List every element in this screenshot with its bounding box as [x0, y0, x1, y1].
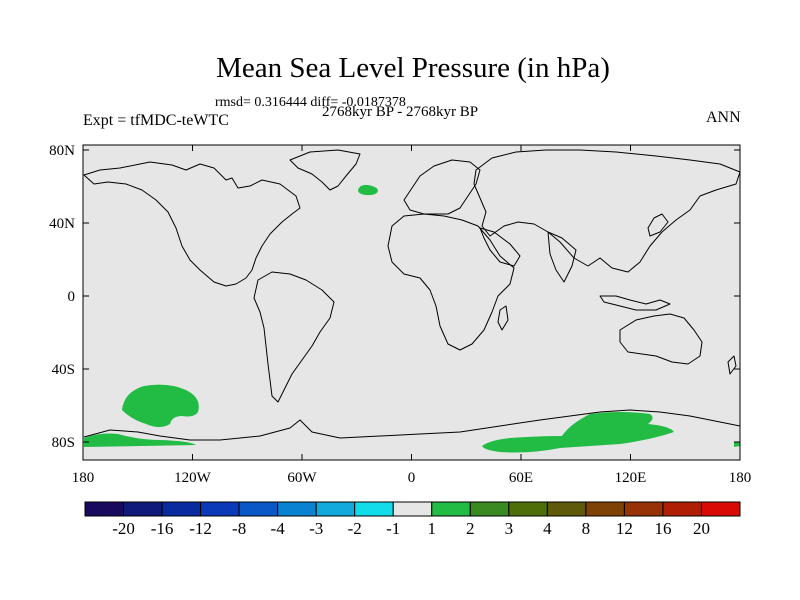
- colorbar-box: [123, 501, 163, 517]
- colorbar-box: [238, 501, 279, 517]
- anomaly-south-pacific: [122, 384, 199, 427]
- colorbar-label: -2: [348, 519, 362, 538]
- lon-label: 120W: [174, 470, 212, 486]
- coast-japan: [647, 213, 669, 237]
- colorbar-label: -20: [112, 519, 135, 538]
- anomaly-dateline-edge: [734, 441, 740, 447]
- coast-madagascar: [497, 305, 509, 331]
- anomaly-north-atlantic: [358, 184, 378, 196]
- colorbar-box: [354, 501, 394, 517]
- colorbar-label: 12: [616, 519, 633, 538]
- coast-asia: [473, 149, 741, 273]
- colorbar-label: 1: [428, 519, 437, 538]
- coast-africa: [387, 213, 515, 351]
- coast-se-asia-islands: [599, 295, 671, 311]
- anomaly-ross-sea: [84, 433, 196, 447]
- colorbar-label: 2: [466, 519, 475, 538]
- colorbar-label: 16: [654, 519, 671, 538]
- coast-new-zealand: [727, 355, 737, 375]
- season-label: ANN: [706, 109, 741, 126]
- colorbar-box: [84, 501, 125, 517]
- coast-north-america: [83, 161, 301, 287]
- period-label: 2768kyr BP - 2768kyr BP: [322, 104, 479, 120]
- coast-antarctica: [83, 409, 741, 441]
- colorbar-box: [315, 501, 356, 517]
- lon-label: 60E: [509, 470, 533, 486]
- lon-label: 180: [729, 470, 752, 486]
- colorbar-label: 4: [543, 519, 552, 538]
- coast-europe: [403, 159, 481, 215]
- chart-title: Mean Sea Level Pressure (in hPa): [216, 52, 610, 84]
- colorbar: -20 -16 -12 -8 -4 -3 -2 -1 1 2 3 4 8 12 16 20: [84, 501, 741, 538]
- experiment-label: Expt = tfMDC-teWTC: [83, 112, 229, 129]
- lat-label: 40S: [52, 362, 75, 378]
- colorbar-label: 8: [582, 519, 591, 538]
- colorbar-box: [546, 501, 587, 517]
- coast-india: [547, 231, 577, 283]
- lat-label: 0: [68, 289, 76, 305]
- lon-label: 180: [72, 470, 95, 486]
- lon-label: 0: [408, 470, 416, 486]
- colorbar-box: [469, 501, 510, 517]
- anomaly-east-antarctic: [482, 412, 674, 453]
- colorbar-box: [508, 501, 548, 517]
- colorbar-box: [623, 501, 664, 517]
- colorbar-box: [662, 501, 702, 517]
- coast-south-america: [253, 271, 335, 403]
- colorbar-label: -16: [151, 519, 174, 538]
- colorbar-box: [700, 501, 741, 517]
- stats-subtitle: rmsd= 0.316444 diff= -0.0187378: [215, 95, 406, 110]
- colorbar-box: [585, 501, 625, 517]
- colorbar-box: [392, 501, 433, 517]
- lat-label: 80N: [49, 143, 75, 159]
- coast-greenland: [289, 149, 361, 191]
- colorbar-label: 3: [505, 519, 514, 538]
- colorbar-box: [161, 501, 202, 517]
- colorbar-label: -12: [189, 519, 212, 538]
- colorbar-label: -3: [309, 519, 323, 538]
- colorbar-box: [431, 501, 471, 517]
- colorbar-box: [277, 501, 317, 517]
- lon-label: 60W: [287, 470, 317, 486]
- colorbar-box: [200, 501, 240, 517]
- map-panel: 80N 40N 0 40S 80S 180 120W 60W 0 60E 120E 180: [49, 143, 751, 486]
- lon-label: 120E: [615, 470, 647, 486]
- colorbar-label: -4: [271, 519, 286, 538]
- lat-label: 40N: [49, 216, 75, 232]
- coast-australia: [619, 313, 703, 365]
- lat-label: 80S: [52, 435, 75, 451]
- colorbar-label: -1: [386, 519, 400, 538]
- colorbar-label: -8: [232, 519, 246, 538]
- colorbar-label: 20: [693, 519, 710, 538]
- coast-arabia: [479, 227, 521, 267]
